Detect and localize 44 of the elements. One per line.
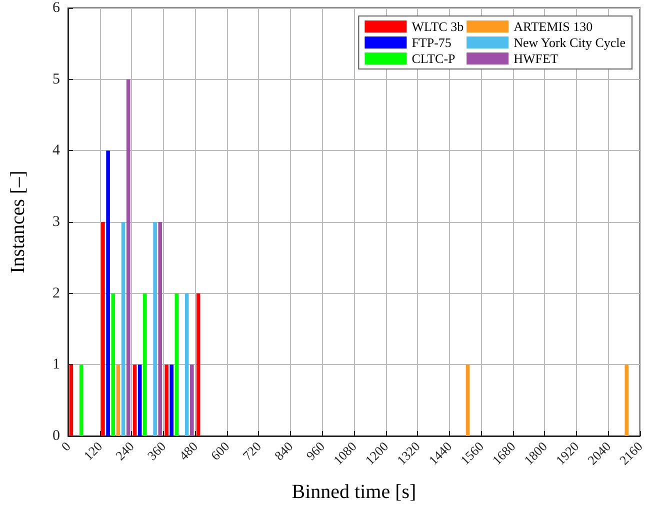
bar — [106, 150, 110, 436]
bar — [143, 293, 147, 436]
x-tick-label: 120 — [80, 438, 106, 464]
y-tick-label: 5 — [52, 71, 60, 88]
x-tick-label: 360 — [144, 438, 169, 464]
bar — [164, 364, 168, 436]
y-tick-label: 6 — [52, 0, 60, 16]
bar — [69, 364, 74, 436]
y-tick-label: 0 — [52, 428, 60, 444]
y-tick-label: 2 — [52, 285, 60, 302]
bar — [121, 222, 126, 436]
bar — [132, 364, 137, 436]
legend-label: CLTC-P — [412, 51, 456, 66]
bar — [153, 222, 157, 436]
bar — [101, 222, 105, 436]
x-tick-label: 960 — [303, 438, 328, 464]
bar — [116, 364, 120, 436]
bar — [184, 293, 189, 436]
y-tick-label: 4 — [52, 142, 60, 159]
x-tick-label: 840 — [271, 438, 296, 464]
x-tick-label: 720 — [240, 438, 264, 464]
bar — [466, 364, 470, 436]
legend-label: ARTEMIS 130 — [514, 19, 593, 34]
legend-label: New York City Cycle — [514, 35, 626, 50]
bar — [126, 79, 130, 436]
x-tick-label: 600 — [208, 438, 232, 464]
x-tick-label: 240 — [112, 438, 137, 464]
bar — [111, 293, 116, 436]
x-tick-label: 480 — [176, 438, 200, 464]
bar — [158, 222, 162, 436]
bar — [170, 364, 174, 436]
bar — [138, 364, 142, 436]
legend-label: WLTC 3b — [412, 19, 464, 34]
y-tick-label: 3 — [52, 214, 60, 230]
bar — [174, 293, 179, 436]
bar — [190, 364, 194, 436]
bar — [196, 293, 200, 436]
bar — [624, 364, 629, 436]
x-axis-title: Binned time [s] — [292, 481, 416, 503]
y-tick-label: 1 — [52, 356, 60, 373]
legend-label: HWFET — [514, 51, 558, 66]
bar — [79, 364, 84, 436]
legend-label: FTP-75 — [412, 35, 452, 50]
y-axis-title: Instances [–] — [7, 170, 29, 274]
